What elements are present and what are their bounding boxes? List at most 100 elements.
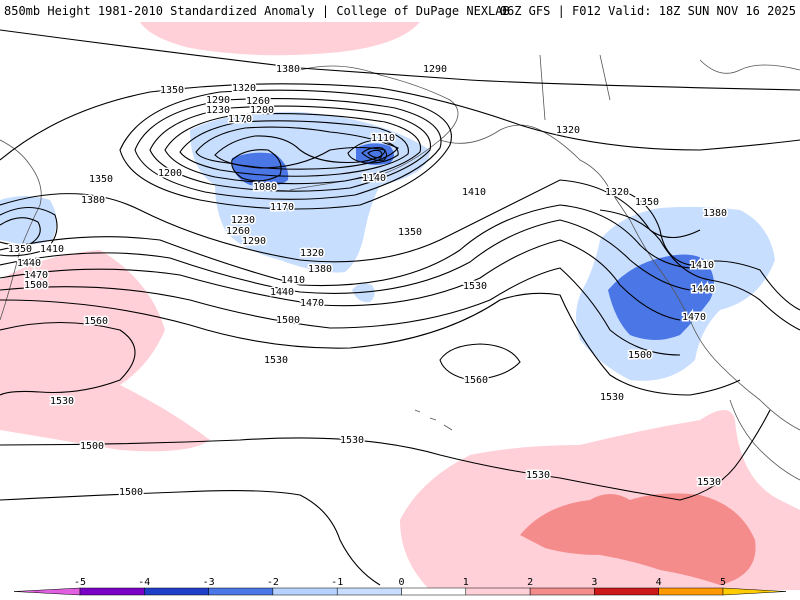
contour-label: 1530 <box>697 477 721 488</box>
contour-label: 1560 <box>464 375 488 386</box>
contour-label: 1350 <box>635 197 659 208</box>
contour-east-1320 <box>619 189 800 311</box>
colorbar-segment <box>208 587 274 596</box>
contour-label: 1260 <box>246 96 270 107</box>
colorbar-segment <box>465 587 531 596</box>
contour-label: 1410 <box>40 244 64 255</box>
contour-1350 <box>0 83 800 161</box>
contour-1290-ring <box>134 98 442 200</box>
contour-label: 1530 <box>463 281 487 292</box>
contour-1530-south <box>0 409 771 501</box>
negative-anomaly-small <box>352 283 375 303</box>
contour-1230-ring <box>164 112 422 185</box>
contour-label: 1530 <box>340 435 364 446</box>
header: 850mb Height 1981-2010 Standardized Anom… <box>0 0 800 22</box>
contour-label: 1170 <box>270 202 294 213</box>
contour-label: 1410 <box>690 260 714 271</box>
colorbar-tick-label: 0 <box>398 577 404 588</box>
contour-1110-low <box>347 139 399 164</box>
contour-1200-ring <box>179 120 409 177</box>
contour-label: 1530 <box>264 355 288 366</box>
contour-label: 1110 <box>371 133 395 144</box>
contour-label: 1320 <box>300 248 324 259</box>
contour-label: 1530 <box>50 396 74 407</box>
positive-anomaly-north <box>140 22 420 56</box>
colorbar-segment <box>144 587 209 596</box>
contour-low-center-1 <box>361 147 388 161</box>
contour-label: 1380 <box>276 64 300 75</box>
colorbar-tick-label: 2 <box>527 577 533 588</box>
colorbar-tick-label: -4 <box>138 577 150 588</box>
contour-1500 <box>0 267 681 356</box>
contour-1380 <box>0 179 701 263</box>
contour-label: 1380 <box>308 264 332 275</box>
colorbar: -5 -4 -3 -2 -1 0 1 2 3 4 5 <box>13 577 787 596</box>
contour-label: 1380 <box>703 208 727 219</box>
contour-label: 1350 <box>8 244 32 255</box>
positive-anomaly-strong <box>520 493 756 585</box>
contour-1470 <box>0 239 681 321</box>
contour-label: 1380 <box>81 195 105 206</box>
contour-1140-ring <box>214 135 386 169</box>
contour-1320-ring <box>119 89 452 210</box>
contour-west-1350 <box>0 217 41 246</box>
positive-anomaly-west <box>0 250 210 452</box>
contour-label: 1260 <box>226 226 250 237</box>
contour-label: 1320 <box>605 187 629 198</box>
contour-label: 1320 <box>232 83 256 94</box>
contour-label: 1470 <box>300 298 324 309</box>
model-run-info: 06Z GFS | F012 Valid: 18Z SUN NOV 16 202… <box>499 4 796 18</box>
contour-label: 1170 <box>228 114 252 125</box>
colorbar-tick-label: -1 <box>331 577 343 588</box>
contour-label: 1290 <box>206 95 230 106</box>
coastline-asia <box>0 139 42 321</box>
colorbar-tick-label: 5 <box>720 577 726 588</box>
height-contours <box>0 29 800 586</box>
contour-label: 1290 <box>423 64 447 75</box>
contour-1260-ring <box>149 105 432 192</box>
colorbar-tick-label: -2 <box>267 577 279 588</box>
coastline-mexico <box>729 399 800 481</box>
colorbar-tick-label: -3 <box>203 577 215 588</box>
contour-label: 1200 <box>158 168 182 179</box>
colorbar-segment <box>401 587 467 596</box>
contour-east-1350 <box>599 209 800 331</box>
contour-label: 1530 <box>600 392 624 403</box>
contour-1380-north <box>0 29 800 91</box>
contour-label: 1230 <box>206 105 230 116</box>
colorbar-tick-label: 3 <box>591 577 597 588</box>
negative-anomaly-west-coast-core <box>608 254 714 340</box>
colorbar-tick-label: -5 <box>74 577 86 588</box>
colorbar-tick-label: 4 <box>656 577 662 588</box>
contour-label: 1200 <box>250 105 274 116</box>
coastline-alaska <box>299 65 631 221</box>
contour-label: 1440 <box>270 287 294 298</box>
contour-label: 1290 <box>242 236 266 247</box>
contour-label: 1440 <box>691 284 715 295</box>
contour-label: 1230 <box>231 215 255 226</box>
contour-label: 1470 <box>682 312 706 323</box>
coastline-hawaii <box>414 409 453 431</box>
anomaly-shading <box>0 22 800 590</box>
contour-label: 1350 <box>398 227 422 238</box>
contour-label: 1500 <box>276 315 300 326</box>
contour-label: 1470 <box>24 270 48 281</box>
contour-label: 1500 <box>628 350 652 361</box>
contour-west-1410 <box>0 206 58 257</box>
colorbar-ticks: -5 -4 -3 -2 -1 0 1 2 3 4 5 <box>74 577 726 588</box>
contour-label: 1080 <box>253 182 277 193</box>
contour-label: 1410 <box>462 187 486 198</box>
contour-label: 1320 <box>556 125 580 136</box>
contour-label: 1530 <box>526 470 550 481</box>
colorbar-segments <box>13 587 787 596</box>
contour-1500-south <box>0 489 381 586</box>
colorbar-segment <box>272 587 338 596</box>
colorbar-segment <box>722 587 787 596</box>
contour-1560-west <box>0 321 136 396</box>
colorbar-segment <box>13 587 81 596</box>
contour-1440 <box>0 219 691 294</box>
contour-label: 1500 <box>24 280 48 291</box>
contour-label: 1500 <box>80 441 104 452</box>
colorbar-segment <box>658 587 724 596</box>
